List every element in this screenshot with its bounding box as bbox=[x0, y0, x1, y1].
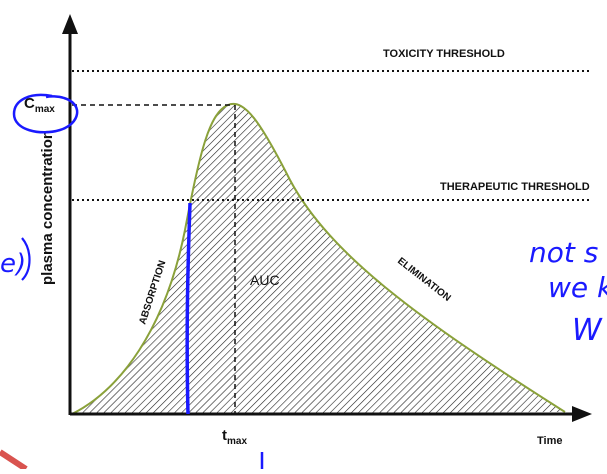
auc-label: AUC bbox=[250, 272, 280, 288]
handwritten-note-line1: not s bbox=[529, 236, 598, 269]
tmax-main: t bbox=[222, 427, 227, 444]
cmax-label: Cmax bbox=[24, 95, 55, 115]
tmax-label: tmax bbox=[222, 427, 247, 447]
handwritten-note-line3: W bbox=[572, 313, 603, 348]
elimination-label: ELIMINATION bbox=[395, 256, 452, 304]
blue-vertical-mark bbox=[185, 202, 192, 415]
left-bracket-annotation bbox=[21, 237, 31, 281]
cmax-sub: max bbox=[35, 104, 55, 115]
cmax-circle-annotation bbox=[12, 93, 79, 134]
toxicity-threshold-label: TOXICITY THRESHOLD bbox=[383, 48, 505, 60]
left-fragment-text: e) bbox=[0, 249, 26, 279]
y-axis-label: plasma concentration bbox=[39, 130, 56, 285]
cmax-main: C bbox=[24, 95, 35, 112]
x-axis-arrow bbox=[572, 406, 592, 422]
y-axis-arrow bbox=[62, 14, 78, 34]
handwritten-note-line2: we k bbox=[548, 271, 607, 304]
x-axis-label: Time bbox=[537, 435, 562, 447]
red-corner-mark bbox=[0, 449, 28, 472]
concentration-curve bbox=[71, 102, 566, 415]
tmax-sub: max bbox=[227, 436, 247, 447]
therapeutic-threshold-label: THERAPEUTIC THRESHOLD bbox=[440, 181, 590, 193]
auc-area bbox=[72, 103, 565, 415]
